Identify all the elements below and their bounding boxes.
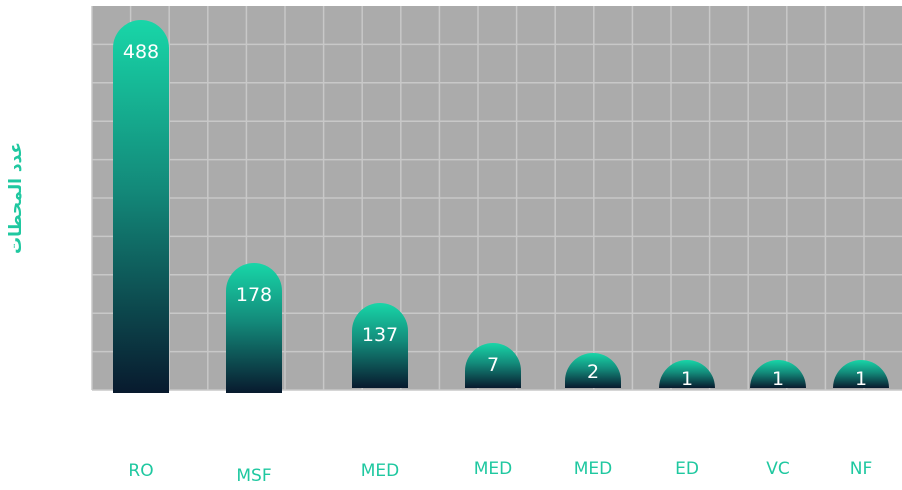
data-labels: 488 178 137 7 2 1 1 1 — [123, 41, 867, 390]
data-label-1: 488 — [123, 41, 159, 63]
category-label-6: ED — [675, 459, 699, 479]
data-label-6: 1 — [681, 368, 693, 390]
grid — [91, 6, 902, 391]
data-label-2: 178 — [236, 284, 272, 306]
category-label-4: MED — [474, 459, 513, 479]
bar-3 — [352, 303, 408, 388]
bar-8 — [833, 360, 889, 388]
category-label-5: MED — [574, 459, 613, 479]
data-label-5: 2 — [587, 361, 599, 383]
bar-7 — [750, 360, 806, 388]
bar-6 — [659, 360, 715, 388]
category-label-7: VC — [766, 459, 790, 479]
bar-4 — [465, 343, 521, 388]
category-label-1: RO — [128, 461, 153, 481]
bar-1 — [113, 20, 169, 393]
bar-2 — [226, 263, 282, 393]
category-label-2: MSF — [236, 466, 271, 486]
data-label-8: 1 — [855, 368, 867, 390]
bars — [113, 20, 889, 393]
data-label-4: 7 — [487, 354, 499, 376]
data-label-3: 137 — [362, 324, 398, 346]
category-label-8: NF — [850, 459, 873, 479]
category-labels: RO MSF MED MED MED ED VC NF — [128, 459, 872, 486]
category-label-3: MED — [361, 461, 400, 481]
data-label-7: 1 — [772, 368, 784, 390]
bar-5 — [565, 353, 621, 388]
